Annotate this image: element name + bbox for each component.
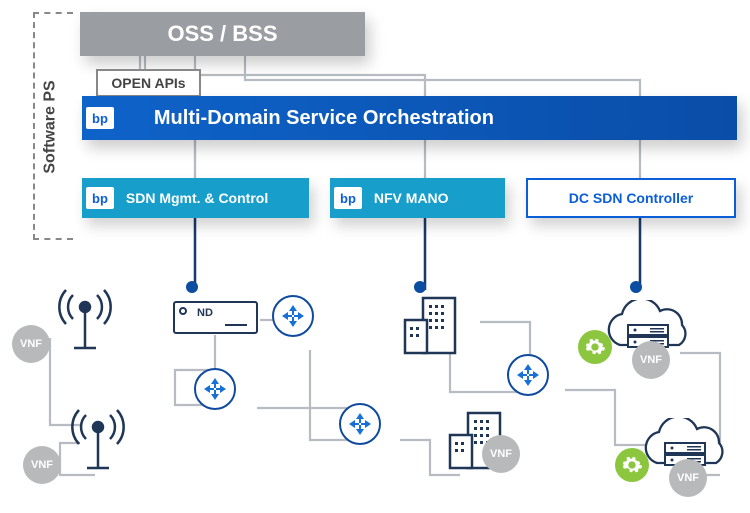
oss-bss-label: OSS / BSS xyxy=(167,21,277,47)
mdso-box: bp Multi-Domain Service Orchestration xyxy=(82,96,737,140)
bp-tag-mdso: bp xyxy=(86,107,114,129)
vnf-badge: VNF xyxy=(632,341,670,379)
vnf-badge: VNF xyxy=(482,435,520,473)
mdso-label: Multi-Domain Service Orchestration xyxy=(154,107,494,130)
router-icon xyxy=(272,295,314,337)
dcsdn-box: DC SDN Controller xyxy=(526,178,736,218)
connection-dot xyxy=(186,281,198,293)
nd-label: ND xyxy=(197,307,213,319)
antenna-icon xyxy=(50,285,120,355)
nfv-label: NFV MANO xyxy=(374,190,449,206)
gear-icon xyxy=(615,448,649,482)
bp-tag-nfv: bp xyxy=(334,187,362,209)
vnf-badge: VNF xyxy=(23,446,61,484)
open-apis-label: OPEN APIs xyxy=(111,75,185,91)
antenna-icon xyxy=(63,405,133,475)
dcsdn-label: DC SDN Controller xyxy=(569,190,693,206)
oss-bss-box: OSS / BSS xyxy=(80,12,365,56)
gear-icon xyxy=(578,330,612,364)
router-icon xyxy=(194,368,236,410)
vnf-badge: VNF xyxy=(669,459,707,497)
nd-device-icon xyxy=(173,301,258,334)
sdn-label: SDN Mgmt. & Control xyxy=(126,190,268,206)
nd-line xyxy=(225,324,247,326)
bp-tag-sdn: bp xyxy=(86,187,114,209)
nfv-box: bp NFV MANO xyxy=(330,178,505,218)
connection-dot xyxy=(630,281,642,293)
open-apis-box: OPEN APIs xyxy=(96,69,201,97)
building-icon xyxy=(395,290,475,360)
sdn-box: bp SDN Mgmt. & Control xyxy=(82,178,309,218)
router-icon xyxy=(339,403,381,445)
router-icon xyxy=(507,354,549,396)
vnf-badge: VNF xyxy=(12,325,50,363)
